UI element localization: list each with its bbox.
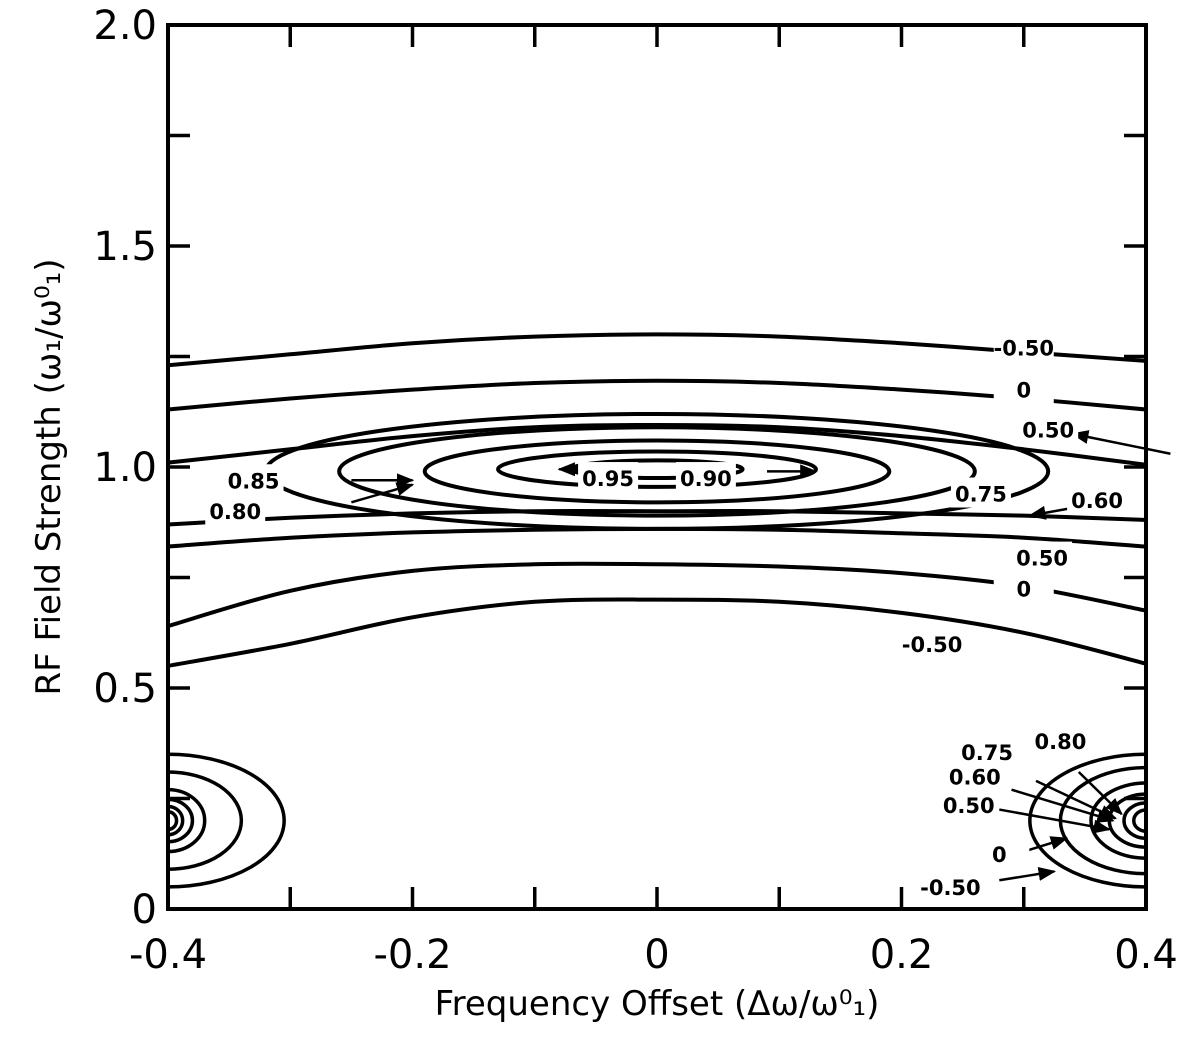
annotation-bg-7 [902,627,963,658]
contour-level-label-10: 0.95 [582,467,634,491]
contour-level-label-9: 0.80 [209,500,261,524]
x-axis-title: Frequency Offset (Δω/ω⁰₁) [435,984,880,1024]
annotation-bg-3 [950,477,1011,508]
annotation-bg-8 [223,464,284,495]
contour-line-4 [168,526,1146,549]
contour-level-label-13: 0.80 [1035,730,1087,754]
corner-contour-left-1 [168,770,244,871]
y-tick-label-2: 1.0 [93,445,157,491]
y-axis-title: RF Field Strength (ω₁/ω⁰₁) [29,259,69,696]
contour-level-label-7: -0.50 [902,633,963,657]
contour-level-label-2: 0.50 [1022,418,1074,442]
contour-arrow-3 [351,482,415,504]
x-tick-label-4: 0.4 [1114,932,1178,978]
contour-arrow-8 [1011,788,1115,823]
contour-line-6 [168,597,1146,668]
contour-ellipse-2 [422,438,892,505]
annotation-bg-11 [675,462,736,493]
y-tick-label-1: 0.5 [93,666,157,712]
annotation-bg-15 [938,789,999,820]
contour-level-label-4: 0.60 [1071,489,1123,513]
x-tick-label-1: -0.2 [373,932,451,978]
contour-arrow-10 [1023,836,1069,853]
contour-level-label-17: -0.50 [920,876,981,900]
x-tick-label-3: 0.2 [870,932,934,978]
annotation-bg-13 [1030,725,1091,756]
corner-contour-left-0 [168,752,286,889]
annotation-bg-16 [969,837,1030,868]
corner-contour-right-0 [1028,752,1146,889]
annotation-bg-9 [205,495,266,526]
contour-level-label-15: 0.50 [943,794,995,818]
x-tick-label-0: -0.4 [129,932,207,978]
contour-level-label-0: -0.50 [993,337,1054,361]
annotation-bg-17 [920,870,981,901]
corner-contour-right-2 [1089,781,1146,860]
contour-level-label-5: 0.50 [1016,547,1068,571]
annotation-bg-14 [944,760,1005,791]
contour-line-3 [168,509,1146,527]
contour-ellipse-3 [496,449,818,489]
contour-level-label-14: 0.60 [949,765,1001,789]
contour-line-1 [168,378,1146,412]
contour-arrow-0 [1070,430,1171,455]
contour-line-2 [168,422,1146,467]
contour-arrow-11 [999,867,1057,882]
contour-arrow-6 [1077,771,1123,816]
corner-contour-left-2 [168,787,207,854]
contour-ellipse-1 [337,425,977,518]
annotation-bg-1 [993,373,1054,404]
contour-line-0 [168,332,1146,368]
contour-level-label-16: 0 [992,843,1007,867]
contour-level-label-1: 0 [1016,379,1031,403]
annotation-bg-4 [1067,484,1128,515]
corner-contour-right-5 [1132,808,1146,833]
annotation-bg-2 [1018,413,1079,444]
contour-level-label-11: 0.90 [680,467,732,491]
contour-arrow-9 [999,808,1112,834]
y-tick-label-4: 2.0 [93,3,157,49]
y-tick-label-3: 1.5 [93,224,157,270]
annotation-bg-0 [993,331,1054,362]
contour-level-label-8: 0.85 [228,469,280,493]
x-tick-label-2: 0 [644,932,669,978]
contour-level-label-3: 0.75 [955,483,1007,507]
contour-line-5 [168,561,1146,629]
annotation-bg-10 [578,462,639,493]
annotation-bg-6 [993,572,1054,603]
contour-level-label-6: 0 [1016,578,1031,602]
contour-group [168,332,1146,889]
annotation-bg-5 [1012,541,1073,572]
y-tick-label-0: 0 [132,887,157,933]
